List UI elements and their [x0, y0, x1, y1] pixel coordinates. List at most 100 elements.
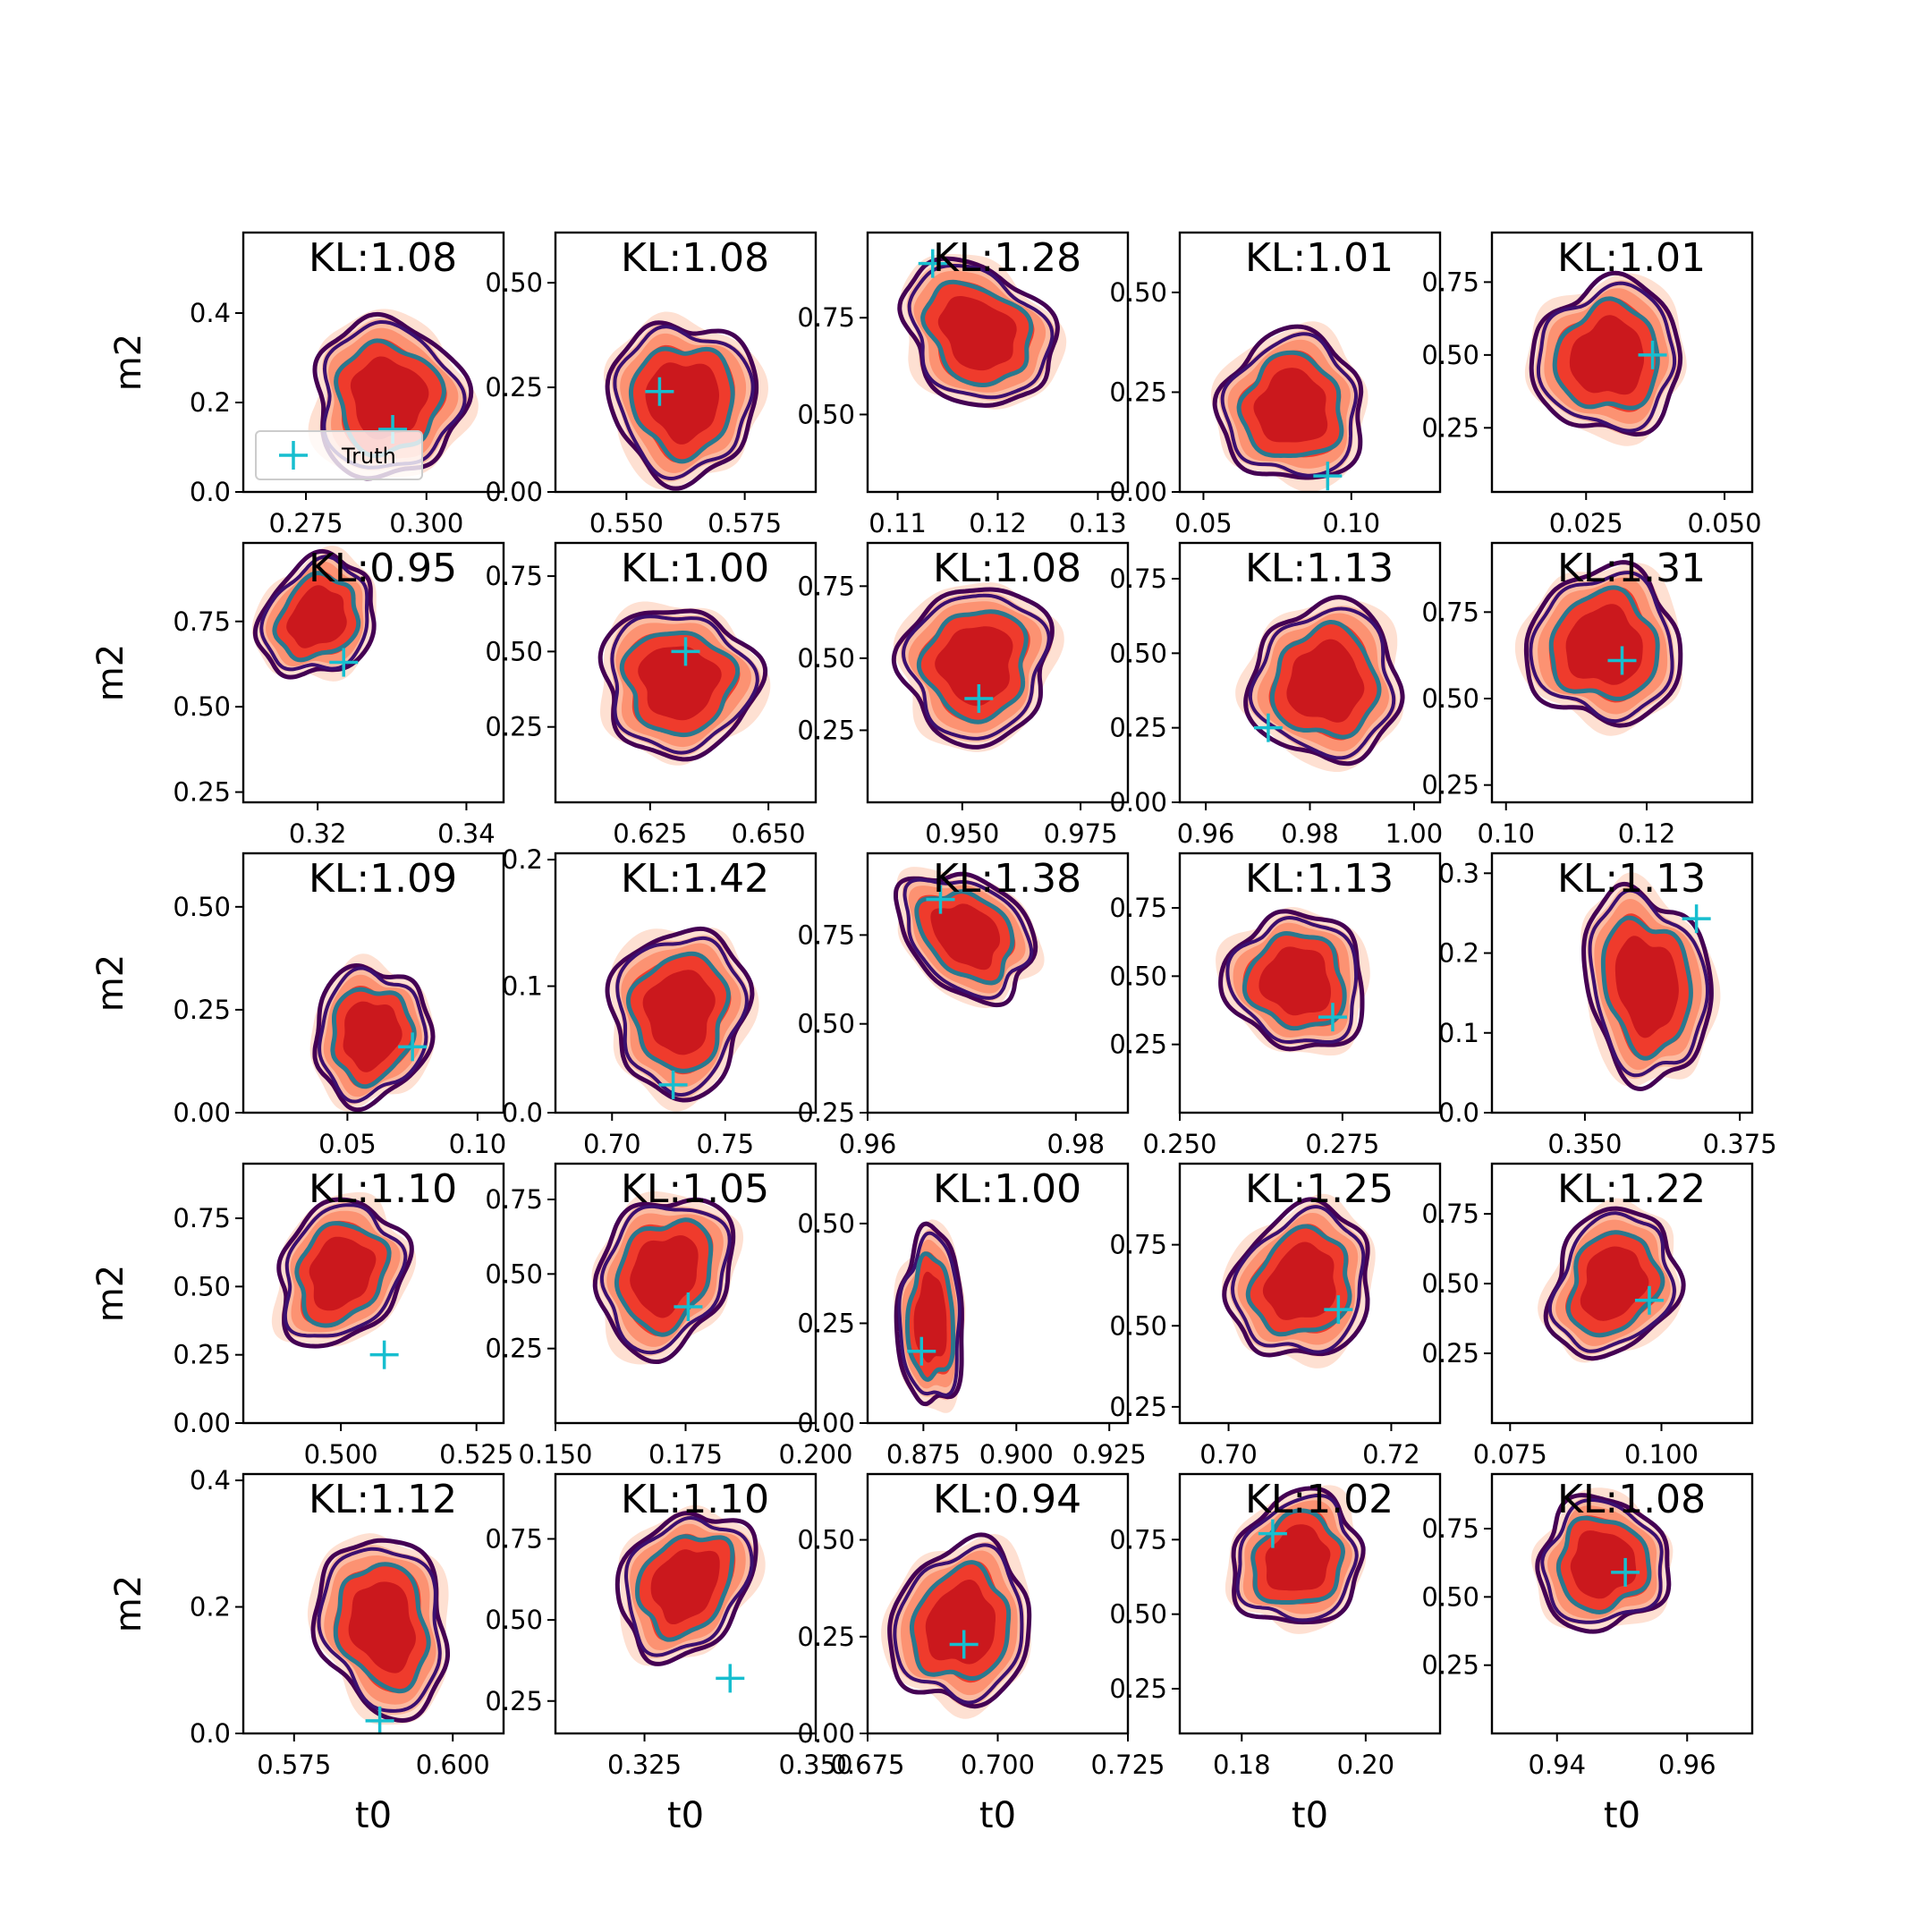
contour-layer — [614, 1504, 766, 1693]
y-tick-label: 0.75 — [1109, 1230, 1167, 1260]
x-tick-label: 0.175 — [648, 1439, 723, 1470]
x-tick-label: 0.05 — [1174, 508, 1233, 538]
y-tick-label: 0.0 — [1438, 1097, 1479, 1128]
y-tick-label: 0.50 — [1109, 277, 1167, 308]
panel-2-2: KL:1.00 0.625 0.650 0.25 0.50 0.75 — [485, 541, 818, 849]
y-tick-label: 0.0 — [502, 1097, 543, 1128]
x-tick-label: 0.18 — [1213, 1750, 1271, 1780]
contour-line-outer — [887, 1532, 1032, 1709]
x-tick-label: 0.625 — [613, 818, 687, 849]
density-fill-level-5 — [1614, 936, 1679, 1038]
panel-5-2: KL:1.10 0.325 0.350 0.25 0.50 0.75 t0 — [485, 1472, 853, 1836]
contour-line-inner — [904, 1251, 956, 1382]
contour-line-inner — [1245, 1224, 1352, 1337]
y-tick-label: 0.25 — [485, 372, 543, 402]
contour-layer — [605, 926, 759, 1112]
contour-line-outer — [1543, 1206, 1686, 1361]
y-tick-label: 0.50 — [1109, 638, 1167, 668]
x-tick-label: 0.11 — [869, 508, 927, 538]
y-axis-label: m2 — [108, 1575, 149, 1632]
y-tick-label: 0.25 — [1109, 1674, 1167, 1704]
contour-line-inner — [1269, 619, 1382, 740]
contour-line-middle — [1540, 1497, 1664, 1624]
y-tick-label: 0.25 — [1109, 377, 1167, 407]
x-tick-label: 0.98 — [1281, 818, 1339, 849]
kl-annotation: KL:1.10 — [621, 1477, 769, 1522]
axes-frame — [554, 231, 818, 494]
contour-line-outer — [252, 548, 377, 680]
x-tick-label: 0.700 — [961, 1750, 1035, 1780]
contour-line-middle — [907, 263, 1055, 400]
kl-annotation: KL:1.01 — [1557, 235, 1706, 281]
y-tick-label: 0.0 — [190, 1718, 231, 1749]
kl-annotation: KL:1.25 — [1245, 1166, 1394, 1212]
contour-line-inner — [330, 987, 417, 1089]
contour-layer — [1514, 560, 1683, 736]
x-tick-label: 0.10 — [1323, 508, 1381, 538]
axes-frame — [242, 852, 505, 1114]
y-tick-label: 0.50 — [485, 636, 543, 666]
x-axis-label: t0 — [667, 1795, 704, 1836]
x-tick-label: 0.575 — [708, 508, 782, 538]
contour-layer — [1524, 270, 1687, 446]
contour-line-outer — [605, 320, 759, 491]
density-fill-level-5 — [630, 1235, 699, 1318]
y-tick-label: 0.25 — [173, 995, 231, 1025]
axes-frame — [866, 541, 1130, 804]
y-tick-label: 0.75 — [173, 606, 231, 637]
contour-layer — [603, 311, 768, 491]
contour-line-outer — [894, 1221, 964, 1407]
y-tick-label: 0.25 — [1109, 713, 1167, 743]
kl-annotation: KL:1.42 — [621, 856, 769, 902]
x-tick-label: 0.600 — [416, 1750, 490, 1780]
contour-line-middle — [1536, 281, 1677, 433]
x-tick-label: 0.12 — [1618, 818, 1676, 849]
y-tick-label: 0.25 — [1421, 770, 1479, 801]
x-tick-label: 0.75 — [696, 1129, 754, 1159]
kl-annotation: KL:1.01 — [1245, 235, 1394, 281]
x-tick-label: 0.500 — [304, 1439, 378, 1470]
density-fill-level-5 — [645, 362, 720, 445]
contour-line-middle — [902, 593, 1051, 741]
contour-line-inner — [272, 571, 361, 663]
y-tick-label: 0.50 — [485, 1605, 543, 1635]
kl-annotation: KL:1.13 — [1557, 856, 1706, 902]
contour-line-inner — [619, 630, 741, 738]
y-tick-label: 0.50 — [1109, 961, 1167, 991]
panel-2-1: KL:0.95 0.32 0.34 0.25 0.50 0.75 m2 — [90, 541, 505, 849]
y-tick-label: 0.25 — [485, 1334, 543, 1364]
contour-line-middle — [259, 555, 369, 672]
axes-frame — [554, 541, 818, 804]
panel-2-3: KL:1.08 0.950 0.975 0.25 0.50 0.75 — [797, 541, 1130, 849]
x-tick-label: 0.575 — [257, 1750, 331, 1780]
x-tick-label: 0.94 — [1528, 1750, 1586, 1780]
y-axis-label: m2 — [90, 1265, 131, 1322]
y-tick-label: 0.2 — [190, 1592, 231, 1623]
x-tick-label: 0.150 — [518, 1439, 592, 1470]
y-tick-label: 0.75 — [1109, 564, 1167, 594]
y-tick-label: 0.75 — [1421, 267, 1479, 297]
density-fill-level-5 — [937, 296, 1017, 371]
contour-line-inner — [1241, 931, 1347, 1031]
x-tick-label: 0.525 — [439, 1439, 513, 1470]
y-tick-label: 0.25 — [797, 1097, 855, 1128]
panel-4-1: KL:1.10 0.500 0.525 0.00 0.25 0.50 0.75 m2 — [90, 1162, 513, 1470]
density-fill-level-5 — [286, 585, 347, 648]
contour-line-middle — [599, 1204, 732, 1355]
density-fill-level-5 — [1286, 639, 1365, 723]
y-tick-label: 0.25 — [1421, 1650, 1479, 1681]
contour-line-outer — [891, 587, 1055, 750]
y-tick-label: 0.00 — [485, 477, 543, 507]
contour-line-inner — [1600, 915, 1693, 1061]
contour-layer — [271, 1191, 417, 1369]
contour-line-outer — [893, 871, 1038, 1008]
panel-grid: KL:1.080.275 0.3000.00.20.4m2TruthKL:1.08… — [90, 231, 1777, 1836]
panel-3-4: KL:1.13 0.250 0.275 0.25 0.50 0.75 — [1109, 852, 1442, 1159]
kl-annotation: KL:1.08 — [933, 546, 1081, 591]
contour-line-inner — [1236, 350, 1344, 459]
axes-frame — [242, 231, 505, 494]
y-tick-label: 0.00 — [1109, 787, 1167, 818]
x-tick-label: 0.100 — [1624, 1439, 1699, 1470]
axes-frame — [1178, 1472, 1442, 1735]
panel-5-1: KL:1.12 0.575 0.600 0.0 0.2 0.4 m2 t0 — [108, 1465, 505, 1836]
